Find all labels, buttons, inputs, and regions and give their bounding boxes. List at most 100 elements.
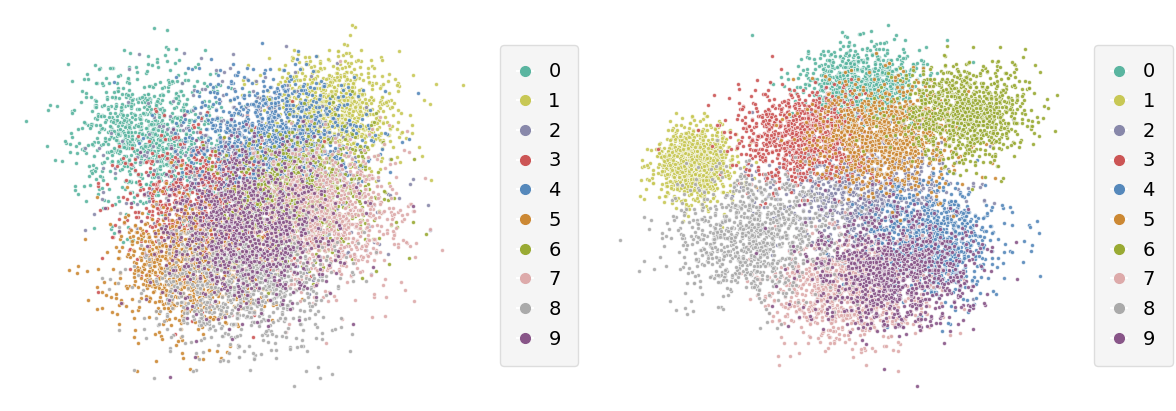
Point xyxy=(288,118,307,125)
Point xyxy=(270,136,289,143)
Point xyxy=(335,213,354,220)
Point xyxy=(733,233,751,239)
Point xyxy=(272,195,290,201)
Point xyxy=(808,298,827,305)
Point xyxy=(821,192,840,199)
Point xyxy=(693,231,711,237)
Point xyxy=(259,233,278,240)
Point xyxy=(715,252,734,259)
Point xyxy=(348,265,367,271)
Point xyxy=(334,144,353,150)
Point xyxy=(126,278,145,285)
Point xyxy=(235,81,254,87)
Point xyxy=(876,92,895,98)
Point xyxy=(186,367,205,374)
Point xyxy=(259,180,278,186)
Point xyxy=(379,132,397,138)
Point xyxy=(265,295,283,302)
Point xyxy=(318,213,336,220)
Point xyxy=(961,247,980,254)
Point xyxy=(930,184,949,190)
Point xyxy=(895,266,914,272)
Point xyxy=(213,197,232,203)
Point xyxy=(232,267,250,273)
Point xyxy=(826,124,844,130)
Point xyxy=(861,85,880,92)
Point xyxy=(790,116,809,122)
Point xyxy=(375,165,394,171)
Point xyxy=(343,94,362,101)
Point xyxy=(854,98,873,104)
Point xyxy=(691,166,710,172)
Point xyxy=(978,120,997,127)
Point xyxy=(102,128,121,134)
Point xyxy=(200,219,219,225)
Point xyxy=(666,160,684,167)
Point xyxy=(862,166,881,173)
Point xyxy=(238,268,256,274)
Point xyxy=(238,298,256,305)
Point xyxy=(189,204,208,210)
Point xyxy=(883,188,902,195)
Point xyxy=(266,226,285,232)
Point xyxy=(697,174,716,180)
Point xyxy=(193,283,212,289)
Point xyxy=(255,172,274,178)
Point xyxy=(273,150,292,156)
Point xyxy=(901,65,920,72)
Point xyxy=(211,218,229,225)
Point xyxy=(310,202,329,209)
Point xyxy=(907,254,926,260)
Point xyxy=(167,162,186,169)
Point xyxy=(290,245,309,252)
Point xyxy=(769,214,788,221)
Point xyxy=(140,242,159,249)
Point xyxy=(750,252,769,258)
Point xyxy=(333,119,352,125)
Point xyxy=(310,173,329,180)
Point xyxy=(841,210,860,216)
Point xyxy=(826,182,844,189)
Point xyxy=(815,266,834,272)
Point xyxy=(243,190,262,197)
Point xyxy=(817,306,836,313)
Point xyxy=(178,173,196,180)
Point xyxy=(308,178,327,185)
Point xyxy=(915,109,934,115)
Point xyxy=(854,263,873,270)
Point xyxy=(225,291,243,297)
Point xyxy=(295,283,314,289)
Point xyxy=(965,236,984,243)
Point xyxy=(857,302,876,309)
Point xyxy=(908,302,927,309)
Point xyxy=(352,145,370,152)
Point xyxy=(828,110,847,116)
Point xyxy=(810,287,829,293)
Point xyxy=(802,129,821,136)
Point xyxy=(295,100,314,106)
Point xyxy=(246,208,265,214)
Point xyxy=(937,37,956,44)
Point xyxy=(212,235,230,242)
Point xyxy=(272,127,290,134)
Point xyxy=(844,74,863,81)
Point xyxy=(162,267,181,274)
Point xyxy=(674,196,693,203)
Point xyxy=(960,257,978,263)
Point xyxy=(801,193,820,200)
Point xyxy=(176,270,195,277)
Point xyxy=(869,250,888,257)
Point xyxy=(949,201,968,208)
Point xyxy=(847,136,866,143)
Point xyxy=(793,163,811,170)
Point xyxy=(830,305,849,312)
Point xyxy=(148,127,167,133)
Point xyxy=(203,212,222,218)
Point xyxy=(951,131,970,137)
Point xyxy=(902,157,921,164)
Point xyxy=(267,266,286,272)
Point xyxy=(926,245,944,251)
Point xyxy=(195,304,214,311)
Point xyxy=(877,117,896,124)
Point xyxy=(183,275,202,282)
